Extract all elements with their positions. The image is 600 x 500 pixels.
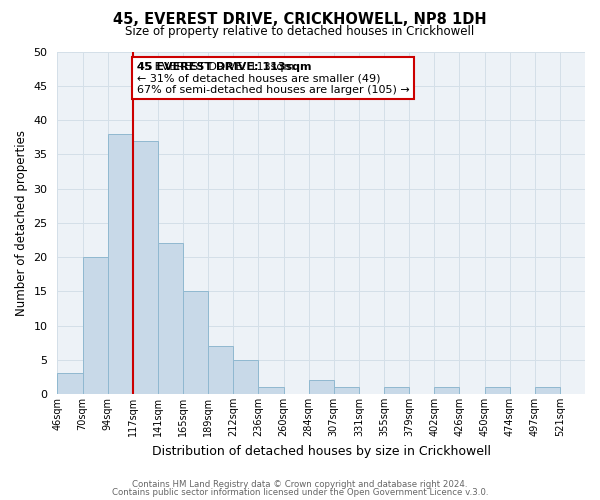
Text: Contains HM Land Registry data © Crown copyright and database right 2024.: Contains HM Land Registry data © Crown c… xyxy=(132,480,468,489)
Text: Size of property relative to detached houses in Crickhowell: Size of property relative to detached ho… xyxy=(125,25,475,38)
Bar xyxy=(233,360,259,394)
Text: 45 EVEREST DRIVE: 113sqm
← 31% of detached houses are smaller (49)
67% of semi-d: 45 EVEREST DRIVE: 113sqm ← 31% of detach… xyxy=(137,62,409,95)
Bar xyxy=(183,292,208,394)
Bar xyxy=(384,387,409,394)
Bar xyxy=(334,387,359,394)
Bar xyxy=(259,387,284,394)
Text: 45, EVEREST DRIVE, CRICKHOWELL, NP8 1DH: 45, EVEREST DRIVE, CRICKHOWELL, NP8 1DH xyxy=(113,12,487,28)
Bar xyxy=(83,257,107,394)
Bar xyxy=(485,387,509,394)
Bar xyxy=(208,346,233,394)
X-axis label: Distribution of detached houses by size in Crickhowell: Distribution of detached houses by size … xyxy=(152,444,491,458)
Bar xyxy=(535,387,560,394)
Bar xyxy=(434,387,460,394)
Bar xyxy=(107,134,133,394)
Text: Contains public sector information licensed under the Open Government Licence v.: Contains public sector information licen… xyxy=(112,488,488,497)
Bar xyxy=(58,374,83,394)
Bar xyxy=(158,244,183,394)
Text: 45 EVEREST DRIVE: 113sqm: 45 EVEREST DRIVE: 113sqm xyxy=(137,62,311,72)
Bar xyxy=(308,380,334,394)
Y-axis label: Number of detached properties: Number of detached properties xyxy=(15,130,28,316)
Bar xyxy=(133,140,158,394)
